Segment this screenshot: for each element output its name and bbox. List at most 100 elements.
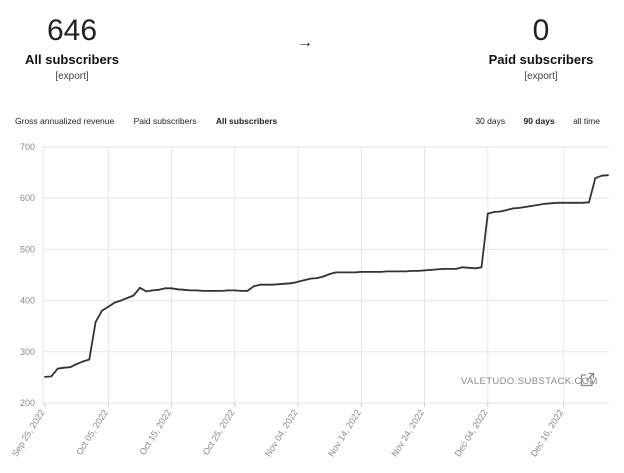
substack-watermark[interactable]: VALETUDO.SUBSTACK.COM: [461, 376, 598, 387]
data-point: [581, 201, 584, 204]
data-point: [404, 270, 407, 273]
data-point: [474, 267, 477, 270]
data-point: [189, 289, 192, 292]
external-link-icon[interactable]: [579, 372, 595, 388]
data-point: [44, 376, 46, 378]
y-tick-label: 400: [20, 296, 35, 306]
data-point: [183, 288, 186, 291]
tab-gross-annualized-revenue[interactable]: Gross annualized revenue: [15, 116, 115, 126]
y-tick-label: 300: [20, 347, 35, 357]
tab-all-time[interactable]: all time: [573, 116, 600, 126]
data-point: [575, 201, 578, 204]
paid-subscribers-export-link[interactable]: [export]: [524, 71, 558, 82]
data-point: [246, 290, 249, 292]
data-point: [101, 309, 103, 312]
data-point: [132, 294, 135, 297]
data-point: [493, 211, 495, 213]
data-point: [265, 283, 268, 286]
data-point: [195, 289, 198, 292]
arrow-right-icon: →: [297, 34, 313, 51]
data-point: [88, 358, 91, 361]
series-line: [44, 174, 609, 378]
data-point: [347, 271, 350, 274]
x-tick-label: Nov 04, 2022: [263, 408, 300, 459]
data-point: [328, 273, 331, 275]
data-point: [158, 288, 160, 291]
data-point: [455, 268, 458, 270]
data-point: [518, 207, 521, 209]
data-point: [379, 271, 382, 273]
data-point: [75, 363, 78, 365]
all-subscribers-count: 646: [46, 14, 98, 47]
data-point: [594, 177, 597, 180]
data-point: [588, 201, 590, 204]
data-point: [423, 269, 426, 272]
subscribers-line-chart: 200 300 400 500 600 700 Sep 25, 2022 Oct 05, 20…: [10, 142, 609, 459]
data-point: [271, 283, 274, 286]
data-point: [316, 277, 318, 279]
paid-subscribers-label: Paid subscribers: [488, 52, 594, 67]
data-point: [303, 279, 306, 281]
data-point: [82, 360, 84, 363]
tab-30-days[interactable]: 30 days: [475, 116, 506, 126]
y-tick-label: 500: [20, 244, 35, 254]
data-point: [556, 201, 559, 204]
tab-paid-subscribers[interactable]: Paid subscribers: [133, 116, 197, 126]
y-tick-label: 200: [20, 398, 35, 408]
data-point: [392, 270, 394, 273]
data-point: [176, 288, 179, 291]
paid-subscribers-stat: 0 Paid subscribers [export]: [461, 12, 621, 82]
data-point: [107, 305, 110, 308]
data-point: [449, 268, 451, 270]
data-point: [164, 287, 167, 290]
data-point: [63, 366, 65, 369]
data-point: [297, 280, 299, 283]
data-point: [442, 268, 445, 270]
data-point: [278, 283, 280, 286]
data-point: [398, 270, 401, 273]
data-point: [569, 201, 571, 204]
tab-all-subscribers[interactable]: All subscribers: [215, 116, 278, 126]
data-point: [354, 271, 356, 274]
data-point: [562, 201, 565, 204]
data-point: [385, 270, 388, 273]
data-point: [467, 266, 470, 269]
data-point: [341, 271, 344, 274]
range-tabs: 30 days 90 days all time: [459, 116, 600, 126]
data-point: [461, 266, 464, 269]
data-point: [139, 286, 141, 289]
tab-90-days[interactable]: 90 days: [523, 116, 555, 126]
data-point: [120, 299, 122, 302]
data-point: [221, 290, 224, 292]
data-point: [69, 366, 72, 369]
data-point: [543, 202, 546, 205]
data-point: [322, 275, 325, 278]
data-point: [411, 270, 413, 272]
data-point: [309, 277, 312, 280]
data-point: [505, 209, 508, 211]
data-point: [486, 212, 489, 215]
data-point: [524, 206, 527, 208]
data-point: [607, 174, 609, 177]
all-subscribers-export-link[interactable]: [export]: [55, 71, 89, 82]
data-point: [126, 297, 129, 299]
data-point: [512, 207, 514, 210]
data-point: [56, 367, 59, 370]
data-point: [550, 202, 552, 205]
data-point: [531, 205, 533, 207]
data-point: [284, 282, 287, 285]
paid-subscribers-count: 0: [532, 14, 550, 47]
data-point: [259, 283, 261, 286]
data-point: [499, 210, 502, 213]
data-point: [600, 174, 603, 177]
data-point: [227, 289, 230, 292]
data-point: [480, 266, 483, 269]
x-tick-label: Oct 25, 2022: [201, 408, 237, 457]
x-tick-label: Dec 04, 2022: [453, 408, 490, 459]
data-point: [537, 204, 540, 206]
data-point: [214, 290, 217, 292]
data-point: [240, 290, 243, 292]
data-point: [373, 271, 375, 273]
data-point: [252, 285, 255, 288]
data-point: [436, 268, 439, 271]
